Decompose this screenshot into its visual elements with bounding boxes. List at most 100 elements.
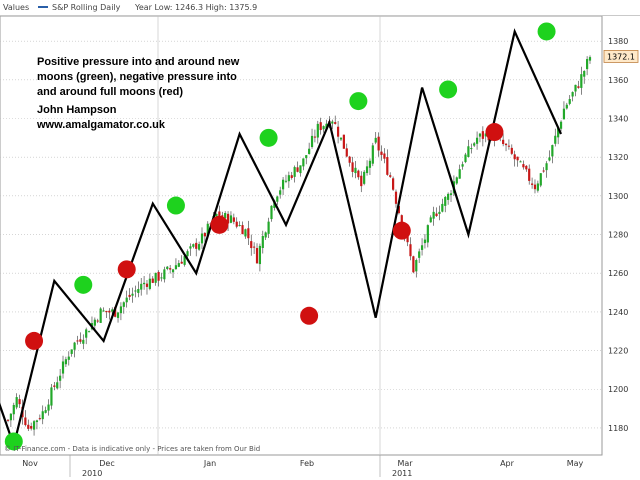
candle-up xyxy=(50,387,53,406)
candle-up xyxy=(464,154,467,163)
candle-up xyxy=(287,175,290,182)
candle-up xyxy=(284,180,288,182)
candle-up xyxy=(200,233,204,244)
new-moon-marker xyxy=(349,92,368,111)
candle-up xyxy=(316,123,319,138)
full-moon-marker xyxy=(485,123,504,142)
y-tick-label: 1320 xyxy=(608,153,628,162)
candle-up xyxy=(229,215,233,223)
candle-down xyxy=(319,122,322,131)
candle-down xyxy=(180,261,183,264)
candle-up xyxy=(32,421,36,430)
candle-up xyxy=(174,265,178,270)
candle-down xyxy=(435,213,438,217)
candle-up xyxy=(588,57,592,61)
candle-down xyxy=(114,307,117,317)
candle-down xyxy=(412,256,415,273)
candle-up xyxy=(206,223,209,236)
y-tick-label: 1200 xyxy=(608,385,628,394)
candle-down xyxy=(530,183,534,185)
candle-down xyxy=(542,170,545,172)
candle-up xyxy=(583,70,586,77)
candle-up xyxy=(9,413,12,421)
candle-down xyxy=(108,310,111,313)
candle-down xyxy=(38,418,41,420)
candle-up xyxy=(559,121,563,129)
y-tick-label: 1300 xyxy=(608,192,628,201)
candle-up xyxy=(310,135,314,147)
candle-up xyxy=(119,306,123,314)
x-tick-label: Mar xyxy=(397,459,413,468)
candle-down xyxy=(351,162,354,172)
candle-down xyxy=(397,206,400,214)
new-moon-marker xyxy=(74,275,93,294)
candle-down xyxy=(76,340,79,342)
series-label: S&P Rolling Daily xyxy=(52,3,121,12)
candle-up xyxy=(447,193,450,200)
y-tick-label: 1380 xyxy=(608,37,628,46)
candle-down xyxy=(357,170,360,178)
candle-up xyxy=(444,197,447,206)
candle-up xyxy=(85,329,88,338)
candle-down xyxy=(27,424,30,429)
candle-up xyxy=(519,161,522,163)
candle-down xyxy=(342,134,345,149)
candle-down xyxy=(334,122,337,124)
candle-up xyxy=(308,148,311,154)
candle-up xyxy=(281,179,285,190)
candle-down xyxy=(577,86,580,88)
candle-down xyxy=(389,175,392,177)
candle-up xyxy=(548,157,551,161)
candle-down xyxy=(400,215,403,228)
candle-up xyxy=(365,166,369,174)
candle-up xyxy=(166,266,169,269)
candle-up xyxy=(64,359,68,365)
new-moon-marker xyxy=(166,196,185,215)
y-tick-label: 1280 xyxy=(608,231,628,240)
candle-up xyxy=(539,173,542,186)
candle-down xyxy=(409,244,412,257)
y-tick-label: 1220 xyxy=(608,347,628,356)
annotation-line-1: Positive pressure into and around new xyxy=(37,56,240,68)
candle-down xyxy=(507,145,511,147)
candle-down xyxy=(345,148,348,157)
candle-down xyxy=(250,241,253,249)
x-tick-label: May xyxy=(567,459,584,468)
candle-up xyxy=(238,225,241,227)
candle-up xyxy=(267,221,270,234)
candle-up xyxy=(264,232,267,238)
candle-up xyxy=(438,211,441,215)
new-moon-marker xyxy=(537,22,556,41)
new-moon-marker xyxy=(439,80,458,99)
candle-up xyxy=(420,245,424,250)
candle-down xyxy=(525,165,528,170)
candle-down xyxy=(406,233,409,243)
candle-up xyxy=(449,193,453,195)
full-moon-marker xyxy=(300,306,319,325)
annotation-line-2: moons (green), negative pressure into xyxy=(37,71,237,83)
year-stats: Year Low: 1246.3 High: 1375.9 xyxy=(135,3,258,12)
candle-up xyxy=(70,349,73,354)
candle-down xyxy=(336,126,340,137)
candle-up xyxy=(429,217,432,223)
candle-down xyxy=(247,228,250,239)
candle-up xyxy=(177,263,180,267)
candle-up xyxy=(276,196,279,202)
candle-up xyxy=(574,84,577,92)
candle-down xyxy=(255,248,259,264)
candle-up xyxy=(562,108,566,120)
candle-down xyxy=(360,175,363,187)
candle-down xyxy=(533,184,537,190)
candle-up xyxy=(279,190,282,195)
candle-up xyxy=(363,171,366,184)
y-tick-label: 1180 xyxy=(608,424,628,433)
x-tick-label: Apr xyxy=(500,459,515,468)
candle-down xyxy=(241,225,244,235)
candle-down xyxy=(510,147,513,154)
candle-down xyxy=(157,271,160,281)
candle-up xyxy=(322,126,325,130)
candle-down xyxy=(218,211,221,218)
values-label: Values xyxy=(3,3,30,12)
candle-up xyxy=(458,169,461,179)
y-tick-label: 1240 xyxy=(608,308,628,317)
